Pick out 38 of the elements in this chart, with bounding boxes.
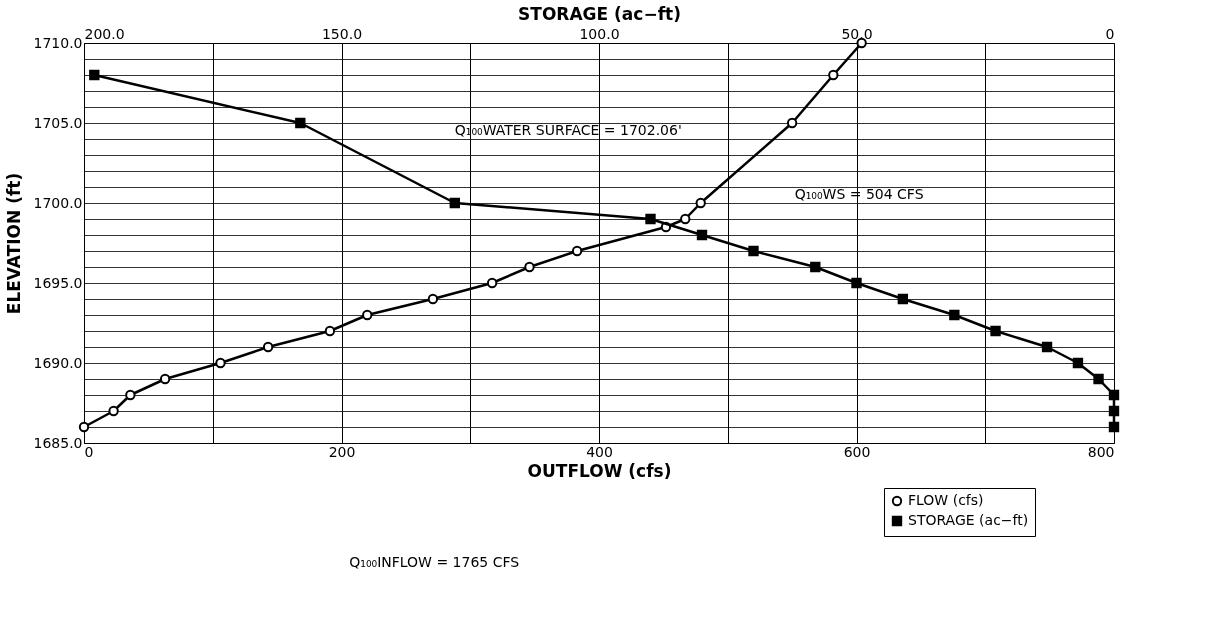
y-tick-label: 1685.0 [33,434,83,451]
x2-tick-label: 100.0 [579,25,620,42]
x-tick-label: 0 [84,443,94,460]
point [125,389,136,401]
point [571,245,583,257]
y-tick-label: 1700.0 [33,194,83,211]
point [786,117,798,129]
y-tick-label: 1690.0 [33,354,83,371]
x-axis-title: OUTFLOW (cfs) [527,460,672,481]
legend-label: FLOW (cfs) [908,492,984,508]
legend-label: STORAGE (ac−ft) [908,512,1029,528]
x-tick-label: 800 [1087,443,1115,460]
point [78,421,90,433]
x2-axis-title: STORAGE (ac−ft) [518,3,681,24]
text: Q₁₀₀INFLOW = 1765 CFS [349,554,520,570]
x2-tick-label: 50.0 [841,25,873,42]
point [215,357,226,369]
point [486,277,498,289]
x-tick-label: 400 [586,443,613,460]
point [828,69,839,81]
point [262,341,274,353]
point [108,405,119,417]
point [680,213,691,225]
x-tick-label: 200 [328,443,356,460]
y-tick-label: 1710.0 [33,34,83,51]
point [362,309,373,321]
point [159,373,171,385]
y-tick-label: 1695.0 [33,274,83,291]
point [524,261,535,273]
point [695,197,706,209]
point [324,325,336,337]
x-tick-label: 600 [843,443,871,460]
y-tick-label: 1705.0 [33,114,83,131]
x2-tick-label: 200.0 [84,25,125,42]
y-axis-title: ELEVATION (ft) [3,172,24,315]
x2-tick-label: 0 [1105,25,1115,42]
x2-tick-label: 150.0 [321,25,363,42]
point [427,293,439,305]
